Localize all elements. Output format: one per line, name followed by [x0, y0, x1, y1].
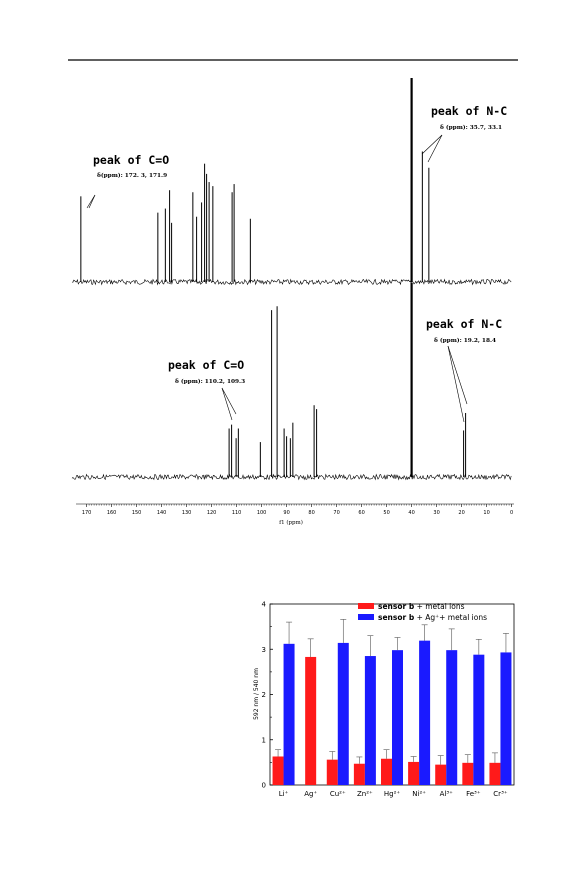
- bar-sensor-b-ag: [364, 656, 376, 785]
- y-tick-label: 2: [262, 691, 266, 699]
- x-category-label: Hg²⁺: [384, 790, 401, 798]
- bar-sensor-b-ag: [500, 652, 512, 785]
- bottom-nc-title: peak of N-C: [426, 317, 502, 331]
- bar-sensor-b: [353, 763, 365, 785]
- nmr-tick-label: 90: [283, 510, 289, 516]
- legend-swatch-red: [358, 603, 374, 609]
- bar-sensor-b: [462, 762, 474, 785]
- bar-sensor-b-ag: [283, 643, 295, 785]
- y-tick-label: 0: [262, 782, 266, 790]
- bottom-co-title: peak of C=O: [168, 358, 244, 372]
- nmr-tick-label: 50: [383, 510, 389, 516]
- x-category-label: Zn²⁺: [357, 790, 373, 798]
- bottom-co-values: δ (ppm): 110.2, 109.3: [175, 378, 245, 385]
- bar-chart-y-label: 592 nm / 540 nm: [253, 668, 260, 720]
- bar-chart: 0 1 2 3 4 592 nm / 540 nm Li⁺ Ag⁺ Cu²⁺ Zn²⁺ Hg²⁺…: [253, 601, 515, 798]
- nmr-tick-label: 110: [232, 510, 242, 516]
- legend-swatch-blue: [358, 614, 374, 620]
- nmr-spectra: peak of C=O δ(ppm): 172. 3, 171.9 peak o…: [71, 78, 514, 526]
- bar-chart-legend: sensor b + metal ions sensor b + Ag⁺+ me…: [358, 602, 487, 622]
- nmr-tick-label: 170: [82, 510, 92, 516]
- y-tick-label: 3: [262, 646, 266, 654]
- top-co-callout-1: [86, 194, 96, 209]
- bottom-nc-callout-1: [447, 345, 465, 423]
- bottom-nc-values: δ (ppm): 19.2, 18.4: [434, 337, 496, 344]
- legend-entry-red: sensor b + metal ions: [378, 602, 465, 611]
- nmr-tick-label: 60: [358, 510, 364, 516]
- bar-sensor-b-ag: [446, 650, 458, 785]
- bar-sensor-b: [272, 756, 284, 785]
- nmr-tick-label: 30: [433, 510, 439, 516]
- bar-sensor-b-ag: [473, 654, 485, 785]
- nmr-tick-label: 140: [157, 510, 167, 516]
- nmr-x-axis-ticks: 170 160 150 140 130 120 110 100 90 80 70 60 50 40 30 20…: [82, 504, 513, 516]
- bar-chart-bars: [272, 640, 512, 785]
- top-co-callout-2: [88, 194, 96, 209]
- bar-sensor-b: [435, 764, 447, 785]
- y-tick-label: 1: [262, 736, 266, 744]
- y-tick-label: 4: [262, 601, 267, 609]
- nmr-tick-label: 100: [257, 510, 267, 516]
- x-category-label: Ni²⁺: [412, 790, 426, 798]
- bar-sensor-b: [305, 656, 317, 785]
- nmr-tick-label: 150: [132, 510, 142, 516]
- x-category-label: Ag⁺: [304, 790, 317, 798]
- bar-chart-y-ticks: 0 1 2 3 4: [262, 601, 273, 790]
- x-category-label: Fe³⁺: [466, 790, 481, 798]
- nmr-tick-label: 160: [107, 510, 117, 516]
- nmr-bottom-baseline: [71, 473, 512, 481]
- nmr-bottom-peaks: [228, 283, 467, 477]
- top-co-title: peak of C=O: [93, 153, 169, 167]
- bar-sensor-b-ag: [419, 640, 431, 785]
- nmr-tick-label: 20: [458, 510, 464, 516]
- bottom-co-callout-1: [221, 387, 233, 421]
- top-nc-title: peak of N-C: [431, 104, 507, 118]
- nmr-x-axis-label: f1 (ppm): [279, 519, 303, 526]
- bar-sensor-b: [381, 758, 392, 785]
- bar-chart-error-bars: [275, 619, 509, 765]
- top-nc-values: δ (ppm): 35.7, 33.1: [440, 124, 502, 131]
- bar-sensor-b: [489, 762, 501, 785]
- x-category-label: Cu²⁺: [330, 790, 346, 798]
- x-category-label: Cr³⁺: [493, 790, 508, 798]
- top-nc-callout-1: [421, 134, 443, 155]
- nmr-top-peaks: [80, 78, 430, 282]
- nmr-tick-label: 10: [483, 510, 489, 516]
- nmr-tick-label: 80: [308, 510, 314, 516]
- bar-sensor-b: [408, 761, 420, 785]
- nmr-tick-label: 70: [333, 510, 339, 516]
- bar-chart-x-labels: Li⁺ Ag⁺ Cu²⁺ Zn²⁺ Hg²⁺ Ni²⁺ Al³⁺ Fe³⁺ Cr³⁺: [279, 790, 508, 798]
- nmr-tick-label: 130: [182, 510, 192, 516]
- bar-sensor-b-ag: [392, 650, 403, 785]
- nmr-top-baseline: [71, 278, 512, 286]
- bottom-nc-callout-2: [447, 345, 468, 405]
- bar-sensor-b: [326, 759, 338, 785]
- nmr-tick-label: 120: [207, 510, 217, 516]
- nmr-tick-label: 40: [408, 510, 414, 516]
- x-category-label: Li⁺: [279, 790, 289, 798]
- nmr-tick-label: 0: [510, 510, 513, 516]
- x-category-label: Al³⁺: [440, 790, 454, 798]
- legend-entry-blue: sensor b + Ag⁺+ metal ions: [378, 613, 487, 622]
- bottom-co-callout-2: [221, 387, 237, 415]
- top-co-values: δ(ppm): 172. 3, 171.9: [97, 172, 167, 179]
- bar-sensor-b-ag: [337, 642, 349, 785]
- top-nc-callout-2: [427, 134, 443, 163]
